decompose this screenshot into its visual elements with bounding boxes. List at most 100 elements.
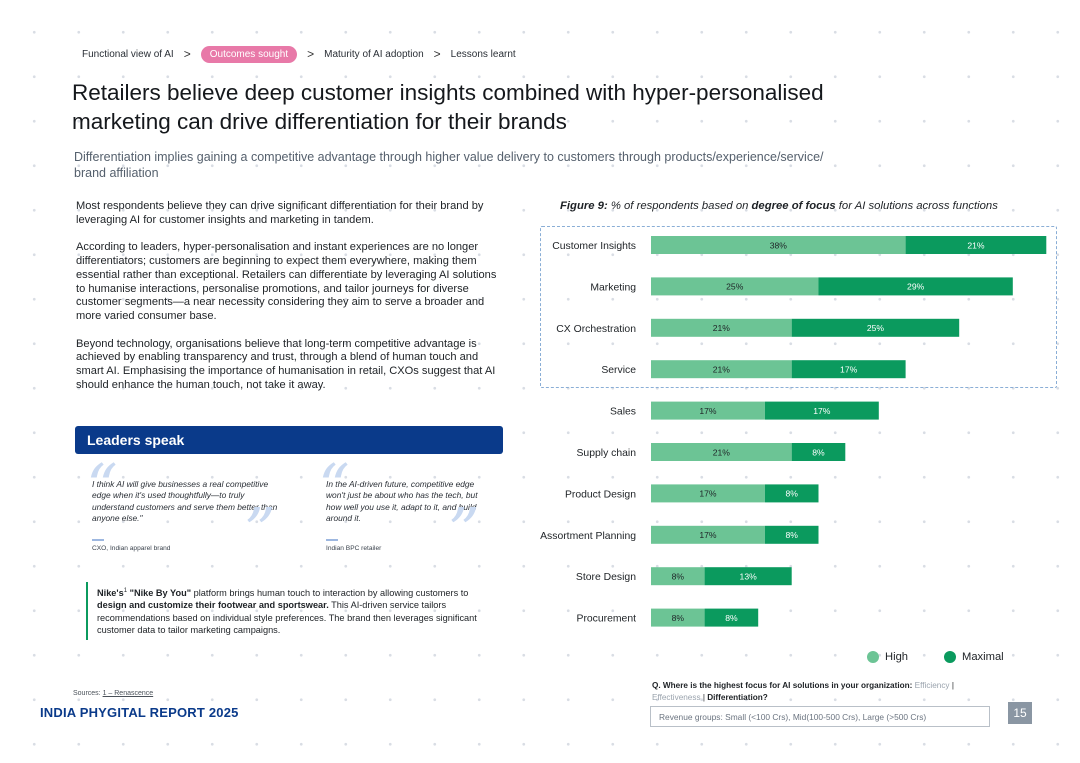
bar-high-service — [651, 360, 792, 379]
bar-high-product-design — [651, 484, 765, 503]
legend-label-high: High — [885, 651, 909, 663]
chevron-right-icon: > — [183, 47, 191, 61]
option-divider: | — [951, 681, 954, 690]
legend-swatch-high — [867, 651, 879, 663]
category-label-supply-chain: Supply chain — [577, 448, 637, 459]
case-text-2: This AI-driven service tailors recommend… — [97, 600, 477, 636]
quote-close-icon: ” — [448, 494, 480, 567]
bar-high-store-design — [651, 567, 705, 586]
option-efficiency: Efficiency — [912, 681, 950, 690]
chevron-right-icon: > — [433, 47, 441, 61]
bar-maximal-product-design — [764, 484, 819, 503]
data-label-maximal-customer-insights: 21% — [967, 240, 985, 250]
figure-caption-a: % of respondents based on — [607, 200, 752, 212]
data-label-maximal-product-design: 8% — [785, 489, 798, 499]
category-label-marketing: Marketing — [590, 282, 636, 293]
quote-open-icon: “ — [318, 450, 350, 523]
subtitle-line-1: Differentiation implies gaining a compet… — [74, 150, 824, 164]
data-label-high-cx-orchestration: 21% — [713, 323, 731, 333]
data-label-high-customer-insights: 38% — [770, 240, 788, 250]
report-brand: INDIA PHYGITAL REPORT 2025 — [40, 705, 239, 720]
option-effectiveness: Effectiveness — [652, 692, 701, 702]
body-text: Most respondents believe they can drive … — [76, 200, 508, 406]
breadcrumb-functional-view[interactable]: Functional view of AI — [82, 48, 174, 60]
quote-2-text: In the AI-driven future, competitive edg… — [326, 479, 478, 523]
bar-maximal-service — [791, 360, 906, 379]
category-label-store-design: Store Design — [576, 572, 636, 583]
body-paragraph-1: Most respondents believe they can drive … — [76, 200, 484, 226]
sources-note: Sources: 1 – Renascence — [73, 690, 153, 697]
sources-label: Sources: — [73, 690, 103, 697]
data-label-maximal-sales: 17% — [813, 406, 831, 416]
data-label-maximal-cx-orchestration: 25% — [867, 323, 885, 333]
quote-open-icon: “ — [86, 450, 118, 523]
bar-high-supply-chain — [651, 443, 792, 461]
bar-maximal-procurement — [704, 608, 759, 627]
quote-1-source: CXO, Indian apparel brand — [92, 545, 171, 552]
bar-maximal-sales — [764, 401, 879, 420]
bar-chart: Customer Insights 38% 21% Marketing 25% 29% CX… — [540, 236, 1047, 627]
legend-item-maximal: Maximal — [944, 651, 1004, 663]
data-label-high-supply-chain: 21% — [713, 447, 731, 457]
data-label-maximal-store-design: 13% — [740, 572, 758, 582]
data-label-high-procurement: 8% — [672, 613, 685, 623]
chevron-right-icon: > — [307, 47, 315, 61]
figure-caption: Figure 9: % of respondents based on degr… — [560, 200, 998, 212]
page-title-line-2: marketing can drive differentiation for … — [72, 109, 567, 134]
data-label-maximal-marketing: 29% — [907, 282, 925, 292]
bar-high-assortment-planning — [651, 525, 765, 544]
option-differentiation: Differentiation? — [704, 692, 768, 702]
bar-maximal-supply-chain — [791, 443, 846, 461]
survey-question: Q. Where is the highest focus for AI sol… — [652, 680, 972, 703]
data-label-high-service: 21% — [713, 365, 731, 375]
bar-high-cx-orchestration — [651, 318, 792, 337]
breadcrumb-lessons-learnt[interactable]: Lessons learnt — [450, 48, 516, 60]
data-label-high-marketing: 25% — [726, 282, 744, 292]
body-paragraph-2: According to leaders, hyper-personalisat… — [76, 241, 497, 323]
data-label-maximal-supply-chain: 8% — [812, 447, 825, 457]
body-paragraph-3: Beyond technology, organisations believe… — [76, 337, 496, 391]
subtitle-line-2: brand affiliation — [74, 165, 159, 180]
figure-label: Figure 9: — [560, 200, 608, 212]
figure-caption-emphasis: degree of focus — [751, 200, 836, 212]
source-link[interactable]: 1 – Renascence — [102, 690, 154, 697]
case-brand: Nike's — [97, 588, 124, 599]
bar-maximal-assortment-planning — [764, 525, 819, 544]
category-label-procurement: Procurement — [577, 614, 637, 625]
bar-high-marketing — [651, 277, 819, 296]
case-text-1: platform brings human touch to interacti… — [191, 588, 469, 599]
data-label-high-product-design: 17% — [699, 489, 717, 499]
category-label-customer-insights: Customer Insights — [552, 241, 636, 252]
data-label-maximal-service: 17% — [840, 365, 858, 375]
data-label-high-store-design: 8% — [672, 572, 685, 582]
quote-2-divider — [326, 539, 338, 541]
figure-caption-c: for AI solutions across functions — [835, 200, 998, 212]
quote-2-source: Indian BPC retailer — [326, 545, 382, 552]
quote-1-text: I think AI will give businesses a real c… — [92, 479, 278, 523]
category-label-cx-orchestration: CX Orchestration — [556, 324, 636, 335]
question-text: Q. Where is the highest focus for AI sol… — [652, 681, 913, 690]
category-label-sales: Sales — [610, 407, 636, 418]
breadcrumb: Functional view of AI > Outcomes sought … — [82, 45, 516, 63]
category-label-product-design: Product Design — [565, 489, 636, 500]
breadcrumb-maturity[interactable]: Maturity of AI adoption — [324, 48, 424, 60]
leaders-speak-heading: Leaders speak — [75, 426, 503, 454]
highlight-box — [540, 226, 1057, 388]
legend-item-high: High — [867, 651, 908, 663]
page-title-line-1: Retailers believe deep customer insights… — [72, 80, 824, 105]
page-subtitle: Differentiation implies gaining a compet… — [74, 150, 934, 181]
bar-maximal-marketing — [818, 277, 1013, 296]
quote-1-divider — [92, 539, 104, 541]
legend-swatch-maximal — [944, 651, 956, 663]
quote-close-icon: ” — [244, 494, 276, 567]
case-footnote-ref: 1 — [123, 588, 128, 594]
category-label-service: Service — [601, 365, 636, 376]
breadcrumb-outcomes-sought[interactable]: Outcomes sought — [200, 45, 298, 63]
data-label-high-sales: 17% — [699, 406, 717, 416]
case-study-callout: Nike's1 "Nike By You" platform brings hu… — [86, 582, 496, 640]
bar-high-procurement — [651, 608, 705, 627]
legend-label-maximal: Maximal — [962, 651, 1004, 663]
bar-high-sales — [651, 401, 765, 420]
case-platform-name: "Nike By You" — [127, 588, 192, 599]
revenue-groups-note: Revenue groups: Small (<100 Crs), Mid(10… — [650, 706, 990, 727]
